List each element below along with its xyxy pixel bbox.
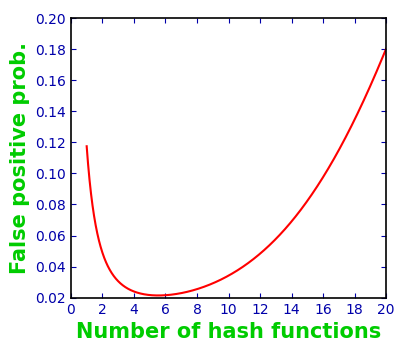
X-axis label: Number of hash functions: Number of hash functions bbox=[76, 322, 381, 342]
Y-axis label: False positive prob.: False positive prob. bbox=[9, 42, 30, 274]
